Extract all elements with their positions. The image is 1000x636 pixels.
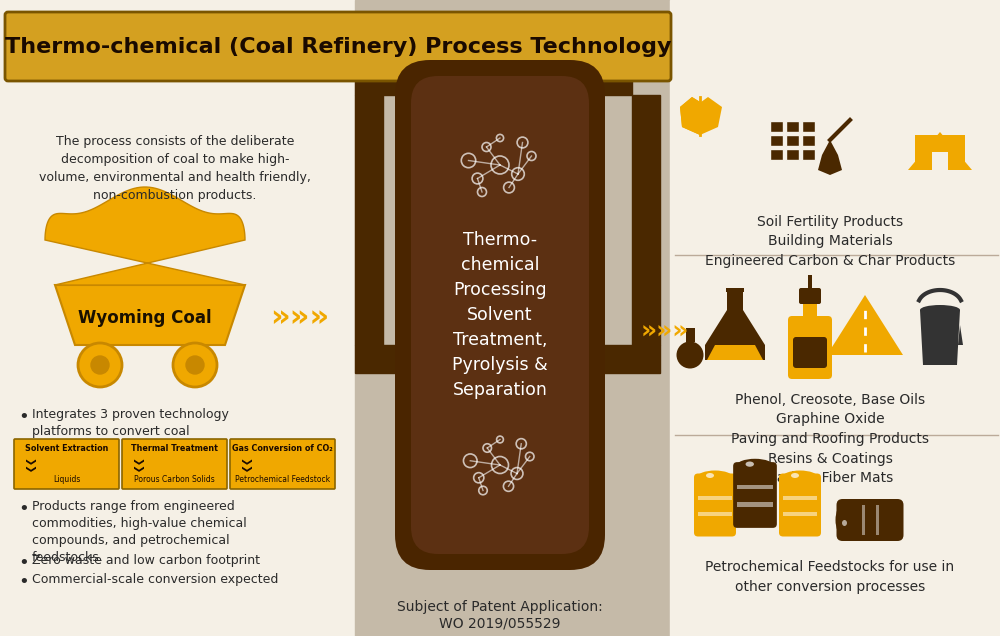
Bar: [876, 505, 879, 535]
FancyBboxPatch shape: [779, 473, 821, 537]
Polygon shape: [920, 310, 960, 365]
Text: •: •: [18, 408, 29, 426]
Bar: [802, 121, 815, 132]
Text: Liquids: Liquids: [53, 475, 80, 484]
Text: »»»: »»»: [270, 303, 330, 333]
Ellipse shape: [782, 471, 818, 485]
Text: Porous Carbon Solids: Porous Carbon Solids: [134, 475, 215, 484]
Bar: [770, 149, 783, 160]
Bar: [786, 121, 799, 132]
Polygon shape: [697, 97, 722, 135]
Circle shape: [91, 356, 109, 374]
Bar: [783, 495, 817, 499]
Text: Wyoming Coal: Wyoming Coal: [78, 309, 212, 327]
Bar: [802, 135, 815, 146]
Text: ❯❯: ❯❯: [132, 458, 142, 474]
Text: •: •: [18, 573, 29, 591]
Text: Soil Fertility Products
Building Materials
Engineered Carbon & Char Products: Soil Fertility Products Building Materia…: [705, 215, 955, 268]
Ellipse shape: [736, 459, 774, 473]
Text: Products range from engineered
commodities, high-value chemical
compounds, and p: Products range from engineered commoditi…: [32, 500, 247, 564]
Polygon shape: [908, 132, 972, 170]
Text: ❯❯: ❯❯: [240, 458, 250, 474]
Bar: [0, 0, 355, 636]
Bar: [670, 0, 1000, 636]
Polygon shape: [818, 140, 842, 175]
Text: ❯❯: ❯❯: [24, 458, 34, 474]
Polygon shape: [827, 295, 903, 355]
FancyBboxPatch shape: [122, 439, 227, 489]
FancyBboxPatch shape: [395, 60, 605, 570]
Text: Commercial-scale conversion expected: Commercial-scale conversion expected: [32, 573, 278, 586]
FancyBboxPatch shape: [799, 288, 821, 304]
Text: Solvent Extraction: Solvent Extraction: [25, 444, 108, 453]
Bar: [737, 485, 773, 489]
Circle shape: [186, 356, 204, 374]
Ellipse shape: [920, 305, 960, 315]
Text: Thermo-
chemical
Processing
Solvent
Treatment,
Pyrolysis &
Separation: Thermo- chemical Processing Solvent Trea…: [452, 231, 548, 399]
Text: »»»: »»»: [641, 320, 689, 344]
Ellipse shape: [697, 471, 733, 485]
FancyBboxPatch shape: [14, 439, 119, 489]
Bar: [355, 95, 383, 345]
Ellipse shape: [836, 505, 850, 535]
Bar: [786, 149, 799, 160]
Text: Integrates 3 proven technology
platforms to convert coal: Integrates 3 proven technology platforms…: [32, 408, 229, 438]
Text: Thermal Treatment: Thermal Treatment: [131, 444, 218, 453]
Text: Petrochemical Feedstock: Petrochemical Feedstock: [235, 475, 330, 484]
Circle shape: [78, 343, 122, 387]
Text: Thermo-chemical (Coal Refinery) Process Technology: Thermo-chemical (Coal Refinery) Process …: [5, 37, 671, 57]
Bar: [355, 0, 670, 636]
Bar: [726, 288, 744, 292]
Bar: [803, 302, 817, 320]
Bar: [355, 345, 430, 373]
Ellipse shape: [746, 462, 754, 467]
Text: •: •: [18, 500, 29, 518]
FancyBboxPatch shape: [788, 316, 832, 379]
Bar: [786, 135, 799, 146]
Bar: [570, 67, 632, 95]
Bar: [783, 512, 817, 516]
Bar: [932, 152, 948, 170]
FancyBboxPatch shape: [793, 337, 827, 368]
Bar: [632, 95, 660, 345]
Polygon shape: [680, 97, 705, 135]
Ellipse shape: [706, 473, 714, 478]
Circle shape: [676, 342, 704, 368]
Bar: [808, 275, 812, 290]
Bar: [727, 290, 743, 310]
Polygon shape: [45, 187, 245, 285]
FancyBboxPatch shape: [230, 439, 335, 489]
Text: Phenol, Creosote, Base Oils
Graphine Oxide
Paving and Roofing Products
Resins & : Phenol, Creosote, Base Oils Graphine Oxi…: [731, 393, 929, 485]
Bar: [770, 135, 783, 146]
Ellipse shape: [791, 473, 799, 478]
Ellipse shape: [842, 520, 847, 526]
Polygon shape: [705, 310, 765, 360]
Polygon shape: [680, 97, 705, 135]
Text: The process consists of the deliberate
decomposition of coal to make high-
volum: The process consists of the deliberate d…: [39, 135, 311, 202]
Text: Subject of Patent Application:
WO 2019/055529: Subject of Patent Application: WO 2019/0…: [397, 600, 603, 630]
Bar: [862, 505, 865, 535]
Text: •: •: [18, 554, 29, 572]
Bar: [698, 512, 732, 516]
Circle shape: [173, 343, 217, 387]
Bar: [570, 345, 660, 373]
Polygon shape: [707, 345, 763, 360]
FancyBboxPatch shape: [836, 499, 904, 541]
FancyBboxPatch shape: [694, 473, 736, 537]
Bar: [915, 135, 965, 170]
Bar: [355, 67, 430, 95]
Polygon shape: [958, 325, 963, 345]
FancyBboxPatch shape: [733, 462, 777, 528]
Text: Zero waste and low carbon footprint: Zero waste and low carbon footprint: [32, 554, 260, 567]
Bar: [802, 149, 815, 160]
Text: Gas Conversion of CO₂: Gas Conversion of CO₂: [232, 444, 333, 453]
Bar: [686, 328, 694, 342]
Bar: [698, 495, 732, 499]
Text: Petrochemical Feedstocks for use in
other conversion processes: Petrochemical Feedstocks for use in othe…: [705, 560, 955, 593]
Bar: [770, 121, 783, 132]
FancyBboxPatch shape: [5, 12, 671, 81]
Polygon shape: [55, 285, 245, 345]
FancyBboxPatch shape: [411, 76, 589, 554]
Bar: [737, 502, 773, 506]
